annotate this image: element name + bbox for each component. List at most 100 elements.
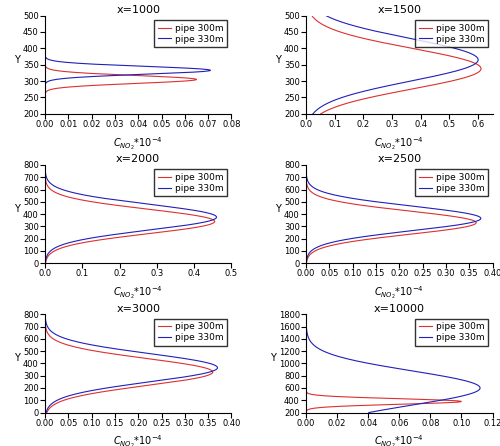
Title: x=10000: x=10000: [374, 304, 425, 314]
pipe 330m: [42, 171, 48, 177]
pipe 330m: [42, 312, 48, 317]
pipe 330m: [42, 22, 48, 28]
pipe 300m: [42, 53, 48, 58]
Y-axis label: Y: Y: [14, 55, 20, 65]
pipe 300m: [42, 260, 48, 266]
Line: pipe 300m: pipe 300m: [306, 314, 462, 413]
Legend: pipe 300m, pipe 330m: pipe 300m, pipe 330m: [154, 319, 227, 346]
Line: pipe 330m: pipe 330m: [45, 314, 218, 413]
pipe 330m: [310, 111, 316, 116]
pipe 300m: [44, 409, 50, 415]
pipe 330m: [45, 178, 51, 183]
pipe 330m: [468, 51, 474, 56]
pipe 300m: [303, 171, 309, 177]
pipe 300m: [42, 171, 48, 177]
pipe 330m: [42, 13, 48, 18]
pipe 330m: [152, 202, 158, 208]
X-axis label: $C_{NO_2}$*10$^{-4}$: $C_{NO_2}$*10$^{-4}$: [114, 434, 163, 446]
pipe 330m: [42, 111, 48, 116]
Legend: pipe 300m, pipe 330m: pipe 300m, pipe 330m: [415, 20, 488, 47]
pipe 330m: [372, 29, 378, 34]
pipe 330m: [43, 410, 49, 415]
pipe 300m: [358, 202, 364, 208]
pipe 330m: [329, 352, 335, 357]
pipe 300m: [42, 111, 48, 116]
pipe 300m: [446, 53, 452, 58]
X-axis label: $C_{NO_2}$*10$^{-4}$: $C_{NO_2}$*10$^{-4}$: [114, 284, 163, 301]
X-axis label: $C_{NO_2}$*10$^{-4}$: $C_{NO_2}$*10$^{-4}$: [374, 434, 424, 446]
X-axis label: $C_{NO_2}$*10$^{-4}$: $C_{NO_2}$*10$^{-4}$: [374, 135, 424, 152]
Line: pipe 330m: pipe 330m: [313, 16, 478, 114]
pipe 300m: [444, 53, 450, 58]
pipe 330m: [304, 171, 310, 177]
Y-axis label: Y: Y: [276, 55, 281, 65]
pipe 330m: [42, 29, 48, 34]
pipe 330m: [303, 312, 309, 317]
pipe 330m: [384, 200, 390, 206]
Line: pipe 300m: pipe 300m: [312, 16, 481, 114]
Legend: pipe 300m, pipe 330m: pipe 300m, pipe 330m: [415, 169, 488, 197]
Line: pipe 330m: pipe 330m: [45, 16, 210, 114]
Line: pipe 330m: pipe 330m: [45, 165, 216, 263]
pipe 300m: [304, 260, 310, 266]
pipe 300m: [112, 202, 117, 208]
pipe 330m: [368, 409, 374, 415]
Y-axis label: Y: Y: [14, 204, 20, 214]
pipe 300m: [344, 200, 350, 206]
pipe 300m: [42, 178, 48, 183]
pipe 300m: [100, 350, 106, 355]
X-axis label: $C_{NO_2}$*10$^{-4}$: $C_{NO_2}$*10$^{-4}$: [374, 284, 424, 301]
pipe 330m: [42, 53, 48, 58]
pipe 330m: [138, 350, 144, 355]
X-axis label: $C_{NO_2}$*10$^{-4}$: $C_{NO_2}$*10$^{-4}$: [114, 135, 163, 152]
pipe 300m: [42, 53, 48, 58]
pipe 300m: [98, 200, 103, 206]
pipe 330m: [323, 13, 329, 18]
pipe 300m: [42, 29, 48, 34]
pipe 300m: [114, 352, 119, 357]
pipe 300m: [436, 51, 442, 56]
pipe 300m: [112, 351, 117, 357]
Line: pipe 300m: pipe 300m: [306, 165, 476, 263]
pipe 330m: [42, 51, 48, 56]
pipe 330m: [472, 53, 478, 58]
pipe 330m: [328, 351, 334, 357]
Y-axis label: Y: Y: [276, 204, 281, 214]
pipe 330m: [303, 162, 309, 168]
pipe 300m: [303, 352, 309, 357]
pipe 300m: [318, 111, 324, 116]
pipe 330m: [42, 260, 48, 265]
pipe 300m: [42, 13, 48, 18]
pipe 330m: [43, 409, 49, 415]
pipe 330m: [150, 202, 156, 207]
pipe 330m: [304, 178, 310, 183]
pipe 330m: [348, 22, 354, 28]
pipe 330m: [304, 260, 310, 265]
Line: pipe 300m: pipe 300m: [45, 16, 197, 114]
Y-axis label: Y: Y: [14, 353, 20, 363]
Line: pipe 300m: pipe 300m: [45, 165, 214, 263]
pipe 330m: [150, 351, 156, 357]
pipe 300m: [42, 111, 48, 116]
Y-axis label: Y: Y: [270, 353, 276, 363]
pipe 330m: [42, 260, 48, 266]
Legend: pipe 300m, pipe 330m: pipe 300m, pipe 330m: [415, 319, 488, 346]
pipe 300m: [320, 22, 326, 28]
Legend: pipe 300m, pipe 330m: pipe 300m, pipe 330m: [154, 20, 227, 47]
pipe 300m: [42, 312, 48, 317]
pipe 300m: [303, 162, 309, 168]
Title: x=2500: x=2500: [377, 154, 422, 164]
Title: x=3000: x=3000: [116, 304, 160, 314]
pipe 300m: [304, 178, 310, 183]
pipe 300m: [42, 162, 48, 168]
pipe 300m: [44, 327, 50, 332]
pipe 300m: [303, 312, 309, 317]
pipe 300m: [309, 13, 315, 18]
pipe 330m: [42, 162, 48, 168]
pipe 300m: [303, 409, 309, 415]
pipe 330m: [310, 111, 316, 116]
pipe 330m: [472, 53, 478, 58]
Line: pipe 300m: pipe 300m: [45, 314, 213, 413]
pipe 300m: [42, 321, 48, 326]
pipe 330m: [304, 260, 310, 266]
